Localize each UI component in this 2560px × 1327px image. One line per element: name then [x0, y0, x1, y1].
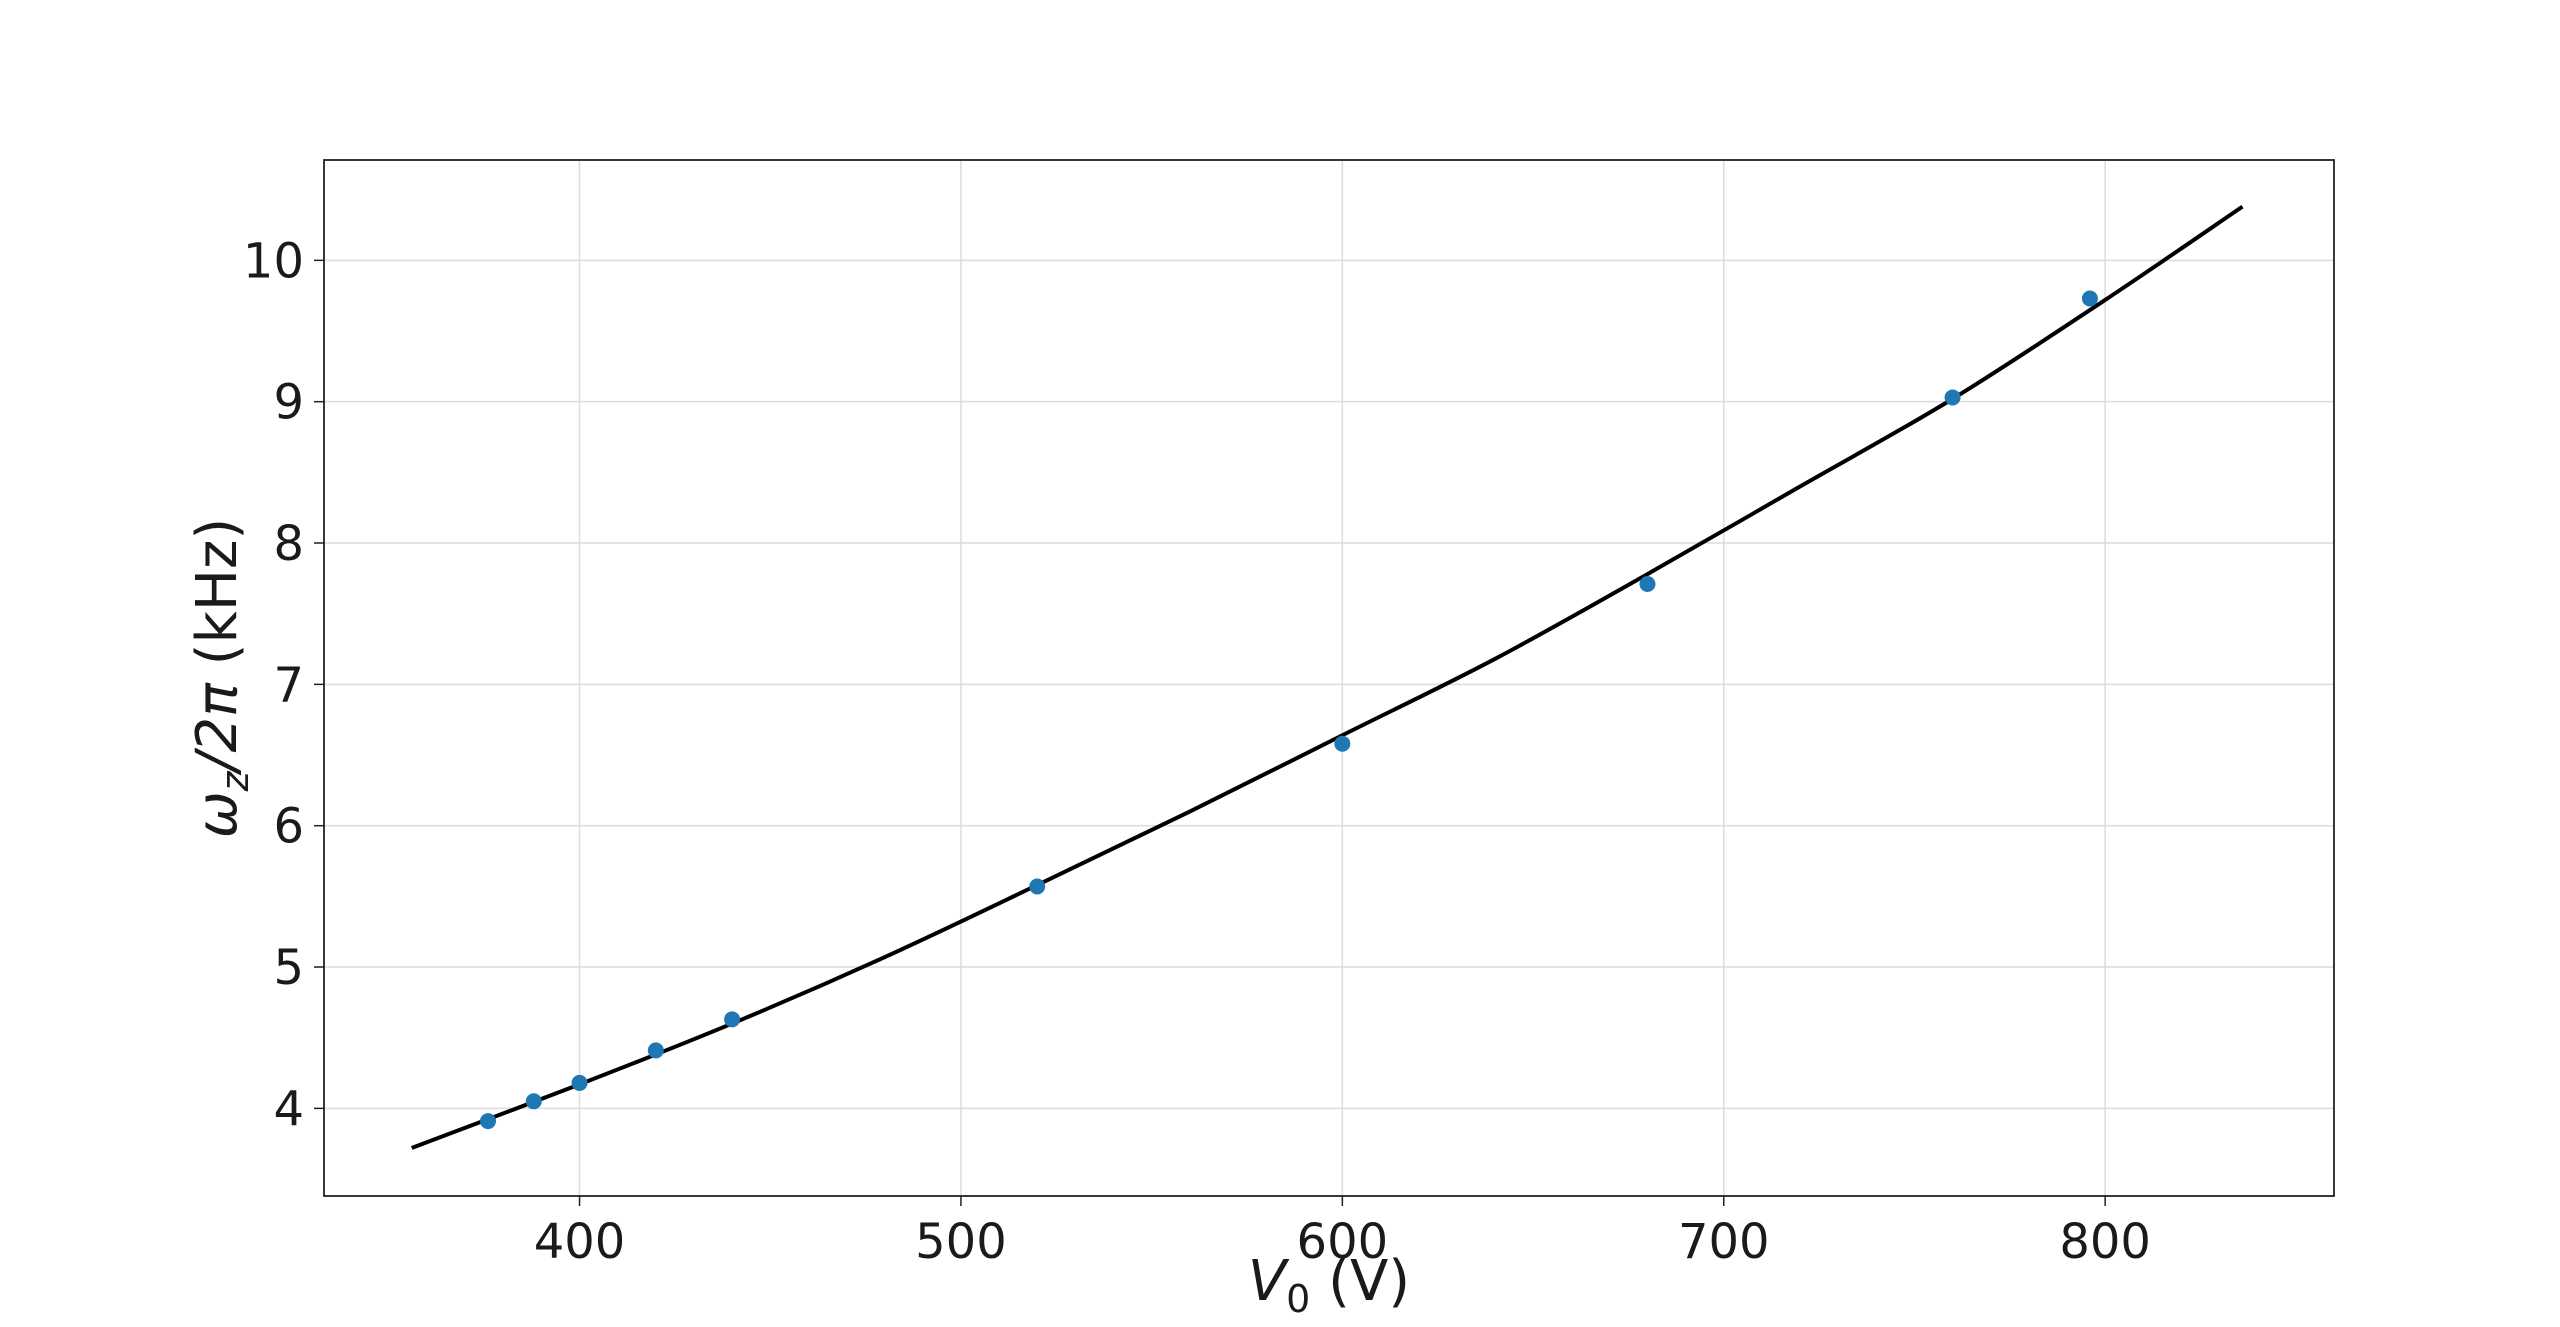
data-point [2081, 290, 2098, 307]
x-tick-label: 600 [1297, 1214, 1389, 1270]
x-tick-label: 800 [2059, 1214, 2151, 1270]
fit-curve [411, 204, 2244, 1150]
data-point [480, 1113, 497, 1130]
y-axis-label: ωz/2π (kHz) [185, 518, 257, 839]
y-tick-label: 5 [273, 940, 304, 996]
x-tick-label: 700 [1678, 1214, 1770, 1270]
x-tick-label: 400 [534, 1214, 626, 1270]
y-axis-label-unit: (kHz) [185, 518, 250, 666]
data-point [1334, 735, 1351, 752]
fit-curve-line [411, 204, 2244, 1150]
y-tick-label: 7 [273, 657, 304, 713]
data-point [647, 1042, 664, 1059]
y-tick-label: 4 [273, 1081, 304, 1137]
data-point [724, 1011, 741, 1028]
plot-frame [323, 159, 2335, 1197]
axis-ticks [314, 259, 2106, 1206]
y-axis-label-rest: /2π [185, 682, 250, 776]
x-tick-label: 500 [915, 1214, 1007, 1270]
data-point [1944, 389, 1961, 406]
y-tick-label: 6 [273, 799, 304, 855]
x-axis-label: V0 (V) [1248, 1249, 1410, 1321]
y-tick-label: 9 [273, 375, 304, 431]
tick-labels: 400 500 600 700 800 4 5 6 7 8 9 10 [243, 233, 2151, 1270]
data-point [571, 1074, 588, 1091]
y-axis-label-main: ω [185, 791, 250, 838]
data-point [1029, 878, 1046, 895]
grid [324, 160, 2334, 1196]
data-points [480, 290, 2098, 1130]
x-axis-label-unit: (V) [1328, 1249, 1410, 1314]
x-axis-label-main: V [1248, 1249, 1290, 1314]
data-point [525, 1093, 542, 1110]
x-axis-label-sub: 0 [1286, 1277, 1310, 1321]
y-tick-label: 10 [243, 233, 304, 289]
data-point [1639, 576, 1656, 593]
y-tick-label: 8 [273, 516, 304, 572]
y-axis-label-sub: z [213, 770, 257, 792]
